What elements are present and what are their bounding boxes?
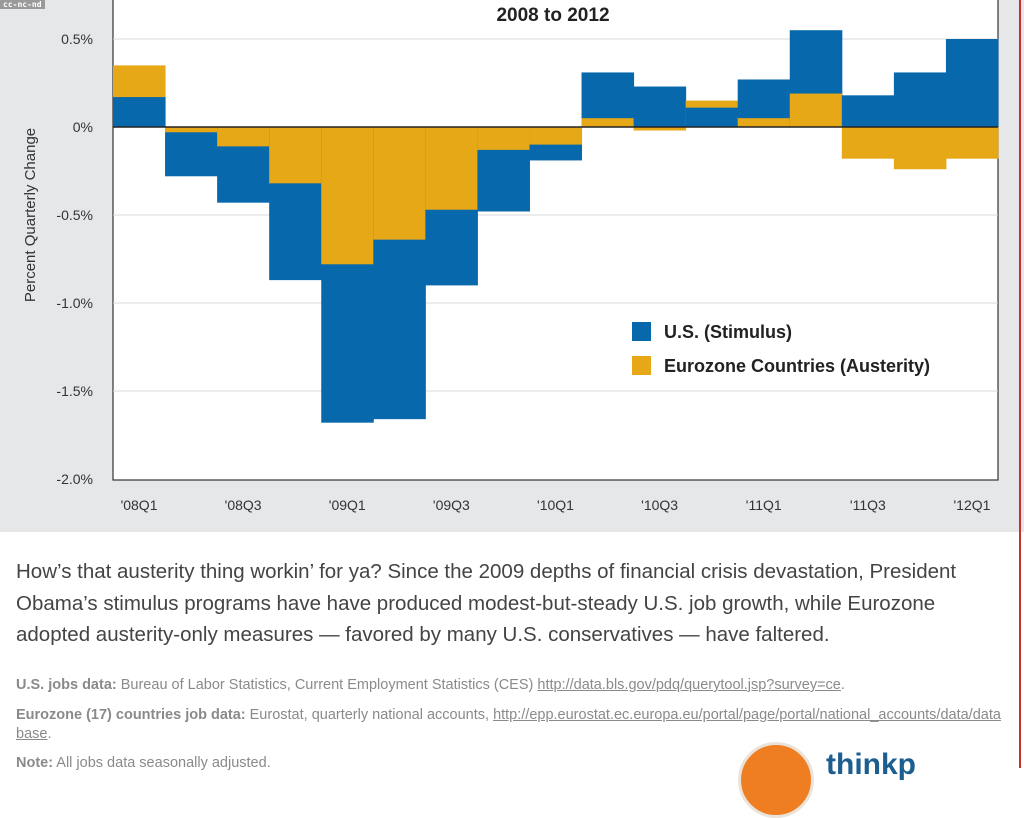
bar-eurozone [893,127,947,170]
y-tick-label: -2.0% [56,471,93,487]
bar-eurozone [425,127,478,210]
us-source: U.S. jobs data: Bureau of Labor Statisti… [16,677,845,693]
bar-eurozone [477,127,530,150]
bar-eurozone [841,127,895,159]
x-tick-label: '10Q3 [641,497,678,513]
bar-eurozone [165,127,218,133]
legend-swatch [632,356,651,375]
caption: How’s that austerity thing workin’ for y… [16,560,957,646]
bar-eurozone [581,118,635,127]
bar-us [581,72,635,127]
bar-eurozone [373,127,426,240]
x-tick-label: '10Q1 [537,497,574,513]
legend-label: U.S. (Stimulus) [664,322,792,342]
bar-eurozone [269,127,322,184]
bar-us [113,97,166,127]
logo-text: thinkp [826,748,916,781]
bar-eurozone [945,127,999,159]
bar-eurozone [633,127,687,131]
x-tick-label: '11Q3 [850,497,886,513]
y-tick-label: 0.5% [61,31,93,47]
note: Note: All jobs data seasonally adjusted. [16,754,1006,773]
legend-swatch [632,322,651,341]
y-tick-label: -1.0% [56,295,93,311]
logo-icon [738,742,814,818]
bar-us [841,95,895,127]
bar-us [685,107,739,127]
bar-eurozone [217,127,270,147]
ez-source-label: Eurozone (17) countries job data: [16,707,246,723]
y-tick-label: 0% [73,119,93,135]
bar-us [633,86,687,127]
bar-us [945,39,999,127]
us-source-text: Bureau of Labor Statistics, Current Empl… [116,677,538,693]
bar-chart: 0.5% 0% -0.5% -1.0% -1.5% -2.0% '08Q1 '08Q3 '09Q… [22,0,999,513]
bar-eurozone [737,118,791,127]
ez-source-link[interactable]: http://epp.eurostat.ec.europa.eu/portal/… [16,707,1001,742]
bar-us [893,72,947,127]
x-tick-label: '09Q3 [433,497,470,513]
chart-title: 2008 to 2012 [496,5,609,26]
y-tick-label: -0.5% [56,207,93,223]
legend-label: Eurozone Countries (Austerity) [664,356,930,376]
x-tick-label: '12Q1 [954,497,991,513]
bar-eurozone [321,127,374,265]
license-badge: cc-nc-nd [0,0,45,9]
us-source-link[interactable]: http://data.bls.gov/pdq/querytool.jsp?su… [537,677,841,693]
x-tick-label: '08Q3 [225,497,262,513]
y-axis-label: Percent Quarterly Change [22,128,39,302]
note-label: Note: [16,755,54,771]
ez-source-text: Eurostat, quarterly national accounts, [245,707,494,723]
ez-source: Eurozone (17) countries job data: Eurost… [16,707,1001,742]
y-tick-label: -1.5% [56,383,93,399]
x-tick-label: '08Q1 [121,497,158,513]
note-text: All jobs data seasonally adjusted. [53,755,271,771]
bar-us [165,127,218,177]
bar-eurozone [789,93,843,127]
plot-area [112,0,999,481]
x-tick-label: '11Q1 [746,497,782,513]
x-tick-label: '09Q1 [329,497,366,513]
us-source-label: U.S. jobs data: [16,677,117,693]
bar-eurozone [529,127,583,145]
page-border [1019,0,1021,768]
